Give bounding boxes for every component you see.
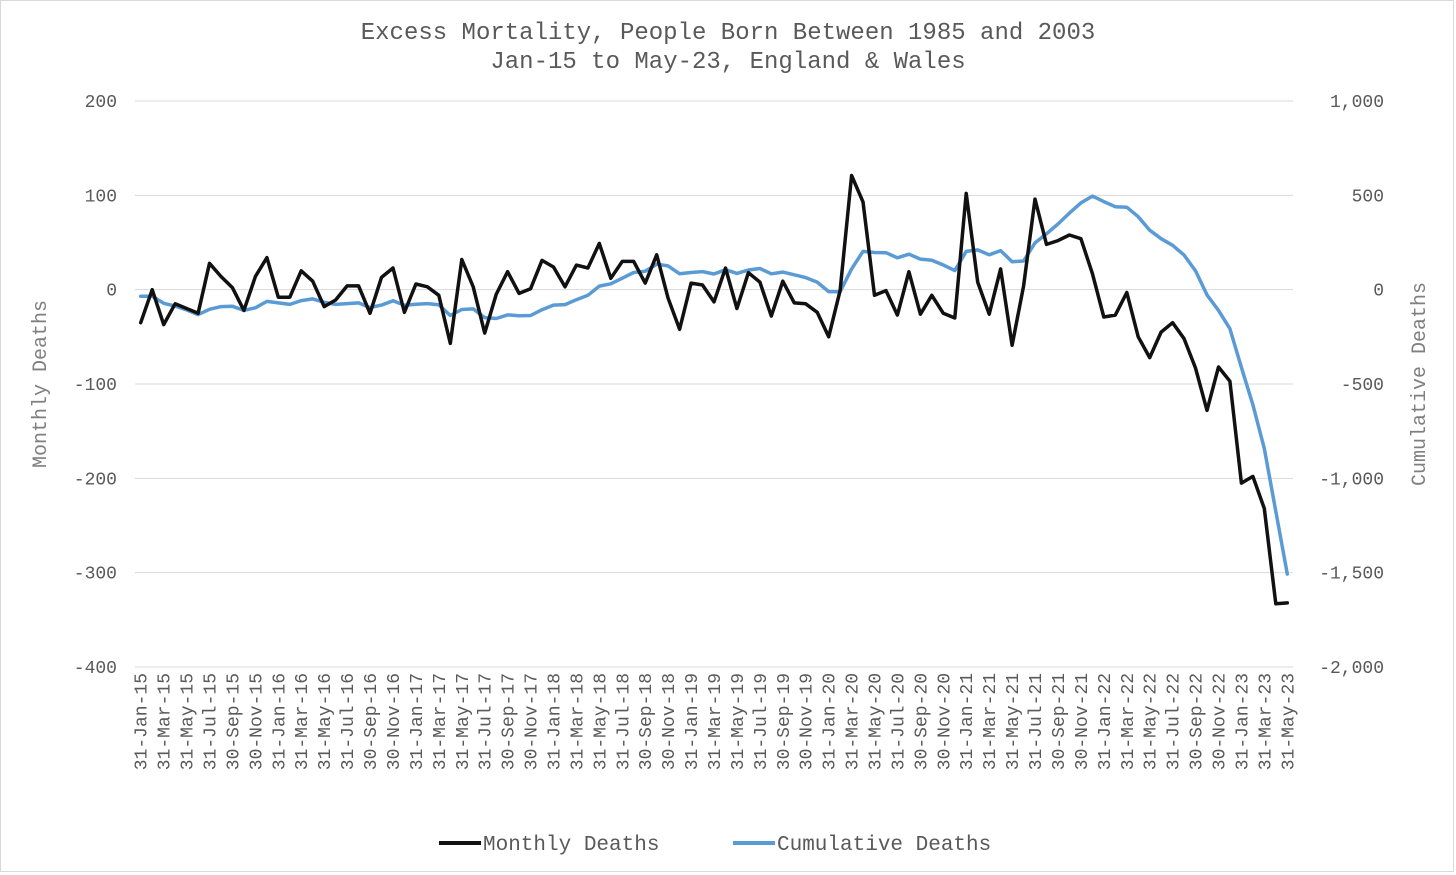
x-tick-label: 31-May-17 xyxy=(454,673,474,770)
left-tick-label: -300 xyxy=(74,565,117,585)
x-tick-label: 31-Mar-17 xyxy=(431,673,451,770)
x-tick-label: 31-May-19 xyxy=(729,673,749,770)
legend-label-monthly-deaths: Monthly Deaths xyxy=(483,834,659,857)
x-tick-label: 31-Jan-20 xyxy=(821,673,841,770)
x-tick-label: 30-Sep-22 xyxy=(1188,673,1208,770)
x-tick-label: 31-May-23 xyxy=(1279,673,1299,770)
x-tick-label: 30-Nov-17 xyxy=(523,673,543,770)
left-tick-label: -100 xyxy=(74,376,117,396)
x-tick-label: 31-Jul-18 xyxy=(614,673,634,770)
x-tick-label: 31-Jul-22 xyxy=(1165,673,1185,770)
x-tick-label: 31-Jan-21 xyxy=(958,673,978,770)
x-tick-label: 31-Jan-16 xyxy=(270,673,290,770)
chart-title-line-1: Excess Mortality, People Born Between 19… xyxy=(361,20,1096,47)
x-tick-label: 31-May-20 xyxy=(867,673,887,770)
x-tick-label: 31-Mar-21 xyxy=(981,673,1001,770)
x-tick-label: 31-Mar-18 xyxy=(568,673,588,770)
right-tick-label: -2,000 xyxy=(1319,659,1384,679)
x-axis-ticks: 31-Jan-15 31-Mar-15 31-May-15 31-Jul-15 30-S… xyxy=(133,673,1300,770)
x-tick-label: 30-Nov-22 xyxy=(1210,673,1230,770)
legend: Monthly Deaths Cumulative Deaths xyxy=(439,834,991,857)
left-tick-label: 0 xyxy=(106,282,117,302)
x-tick-label: 30-Sep-15 xyxy=(224,673,244,770)
chart-title-line-2: Jan-15 to May-23, England & Wales xyxy=(490,49,965,76)
x-tick-label: 31-Jul-15 xyxy=(202,673,222,770)
right-tick-label: -1,500 xyxy=(1319,565,1384,585)
x-tick-label: 31-Mar-16 xyxy=(293,673,313,770)
x-tick-label: 30-Nov-21 xyxy=(1073,673,1093,770)
x-tick-label: 31-May-21 xyxy=(1004,673,1024,770)
x-tick-label: 31-Jul-20 xyxy=(889,673,909,770)
left-tick-label: -200 xyxy=(74,470,117,490)
left-tick-label: 100 xyxy=(85,187,117,207)
x-tick-label: 31-May-22 xyxy=(1142,673,1162,770)
x-tick-label: 31-Jan-18 xyxy=(545,673,565,770)
x-tick-label: 31-Jul-19 xyxy=(752,673,772,770)
right-tick-label: 1,000 xyxy=(1330,93,1384,113)
left-axis-ticks: 200 100 0 -100 -200 -300 -400 xyxy=(74,93,117,679)
x-tick-label: 30-Sep-18 xyxy=(637,673,657,770)
legend-label-cumulative-deaths: Cumulative Deaths xyxy=(777,834,991,857)
x-tick-label: 31-Mar-22 xyxy=(1119,673,1139,770)
x-tick-label: 30-Nov-18 xyxy=(660,673,680,770)
x-tick-label: 31-Jan-23 xyxy=(1233,673,1253,770)
x-tick-label: 31-May-16 xyxy=(316,673,336,770)
x-tick-label: 30-Sep-19 xyxy=(775,673,795,770)
x-tick-label: 31-Jan-15 xyxy=(133,673,153,770)
x-tick-label: 31-Jan-17 xyxy=(408,673,428,770)
x-tick-label: 30-Nov-20 xyxy=(935,673,955,770)
x-tick-label: 31-Jul-17 xyxy=(477,673,497,770)
x-tick-label: 31-May-18 xyxy=(591,673,611,770)
x-tick-label: 31-May-15 xyxy=(179,673,199,770)
right-tick-label: 500 xyxy=(1352,187,1384,207)
left-axis-title: Monthly Deaths xyxy=(30,300,53,468)
x-tick-label: 31-Jul-21 xyxy=(1027,673,1047,770)
x-tick-label: 31-Mar-20 xyxy=(844,673,864,770)
series-line-cumulative-deaths xyxy=(138,194,1290,576)
x-tick-label: 31-Jan-19 xyxy=(683,673,703,770)
right-axis-title: Cumulative Deaths xyxy=(1409,282,1432,486)
right-tick-label: 0 xyxy=(1373,282,1384,302)
x-tick-label: 30-Nov-19 xyxy=(798,673,818,770)
x-tick-label: 31-Mar-19 xyxy=(706,673,726,770)
right-tick-label: -1,000 xyxy=(1319,470,1384,490)
x-tick-label: 31-Mar-23 xyxy=(1256,673,1276,770)
x-tick-label: 30-Sep-20 xyxy=(912,673,932,770)
x-tick-label: 30-Nov-15 xyxy=(247,673,267,770)
x-tick-label: 30-Sep-16 xyxy=(362,673,382,770)
right-tick-label: -500 xyxy=(1341,376,1384,396)
x-tick-label: 31-Jul-16 xyxy=(339,673,359,770)
x-tick-label: 30-Sep-17 xyxy=(500,673,520,770)
right-axis-ticks: 1,000 500 0 -500 -1,000 -1,500 -2,000 xyxy=(1319,93,1384,679)
gridlines xyxy=(135,100,1293,668)
x-tick-label: 31-Jan-22 xyxy=(1096,673,1116,770)
series-line-monthly-deaths xyxy=(138,173,1290,606)
left-tick-label: -400 xyxy=(74,659,117,679)
x-tick-label: 31-Mar-15 xyxy=(156,673,176,770)
left-tick-label: 200 xyxy=(85,93,117,113)
x-tick-label: 30-Nov-16 xyxy=(385,673,405,770)
x-tick-label: 30-Sep-21 xyxy=(1050,673,1070,770)
